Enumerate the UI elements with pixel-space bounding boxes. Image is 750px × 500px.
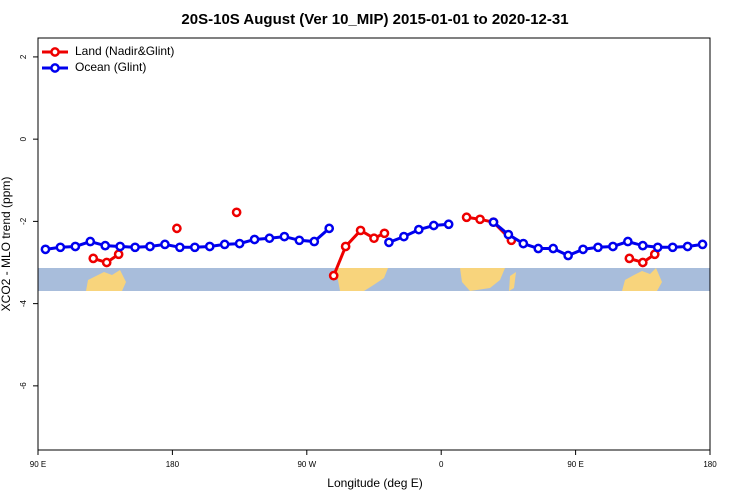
data-point xyxy=(231,207,242,218)
data-point xyxy=(355,225,366,236)
data-point xyxy=(548,243,559,254)
data-point xyxy=(475,214,485,225)
data-point xyxy=(384,237,394,248)
data-point xyxy=(578,244,588,255)
data-point xyxy=(279,231,290,242)
data-point xyxy=(399,231,409,242)
data-point xyxy=(219,239,230,250)
data-point xyxy=(624,253,635,264)
data-point xyxy=(101,257,112,268)
y-tick-label: 2 xyxy=(19,54,28,59)
data-point xyxy=(55,242,66,253)
data-point xyxy=(175,242,185,253)
data-point xyxy=(413,224,424,235)
x-tick-label: 180 xyxy=(703,460,717,469)
x-tick-label: 90 E xyxy=(567,460,583,469)
data-point xyxy=(189,242,200,253)
data-point xyxy=(249,234,260,245)
data-point xyxy=(637,240,648,251)
x-tick-label: 180 xyxy=(166,460,180,469)
data-point xyxy=(172,223,182,234)
x-tick-label: 90 W xyxy=(297,460,316,469)
data-point xyxy=(461,212,472,223)
data-point xyxy=(145,241,155,252)
data-point xyxy=(379,228,390,239)
y-tick-label: -2 xyxy=(19,217,28,225)
data-point xyxy=(443,219,454,230)
data-point xyxy=(160,239,170,250)
data-point xyxy=(324,223,335,234)
data-point xyxy=(115,241,125,252)
data-point xyxy=(113,249,124,260)
data-point xyxy=(623,236,633,247)
y-tick-label: -6 xyxy=(19,382,28,390)
data-point xyxy=(40,244,51,255)
map-strip xyxy=(38,268,710,291)
data-point xyxy=(697,239,708,250)
data-point xyxy=(234,238,245,249)
legend-marker xyxy=(50,47,60,57)
data-point xyxy=(682,241,693,252)
data-point xyxy=(503,229,514,240)
data-point xyxy=(533,243,544,254)
y-axis-label: XCO2 - MLO trend (ppm) xyxy=(0,177,13,312)
data-point xyxy=(667,242,678,253)
data-point xyxy=(488,217,499,228)
data-point xyxy=(652,242,663,253)
data-point xyxy=(100,240,111,251)
data-point xyxy=(428,220,439,231)
data-point xyxy=(309,236,320,247)
data-point xyxy=(85,236,96,247)
x-tick-label: 90 E xyxy=(30,460,46,469)
y-tick-label: -4 xyxy=(19,300,28,308)
data-point xyxy=(340,241,351,252)
legend-label: Ocean (Glint) xyxy=(75,60,146,74)
data-point xyxy=(88,253,99,264)
x-axis-label: Longitude (deg E) xyxy=(327,476,422,490)
chart-title: 20S-10S August (Ver 10_MIP) 2015-01-01 t… xyxy=(181,11,568,28)
data-point xyxy=(637,257,648,268)
legend-marker xyxy=(50,63,60,73)
data-point xyxy=(130,242,140,253)
data-point xyxy=(204,241,215,252)
data-point xyxy=(70,241,81,252)
data-point xyxy=(608,241,618,252)
data-point xyxy=(294,235,305,246)
legend-label: Land (Nadir&Glint) xyxy=(75,44,174,58)
data-point xyxy=(563,250,573,261)
data-point xyxy=(264,233,275,244)
plot-frame xyxy=(37,37,711,451)
x-tick-label: 0 xyxy=(439,460,444,469)
data-point xyxy=(518,238,529,249)
data-point xyxy=(328,270,339,281)
data-point xyxy=(593,242,603,253)
data-point xyxy=(369,233,379,244)
y-tick-label: 0 xyxy=(19,136,28,141)
